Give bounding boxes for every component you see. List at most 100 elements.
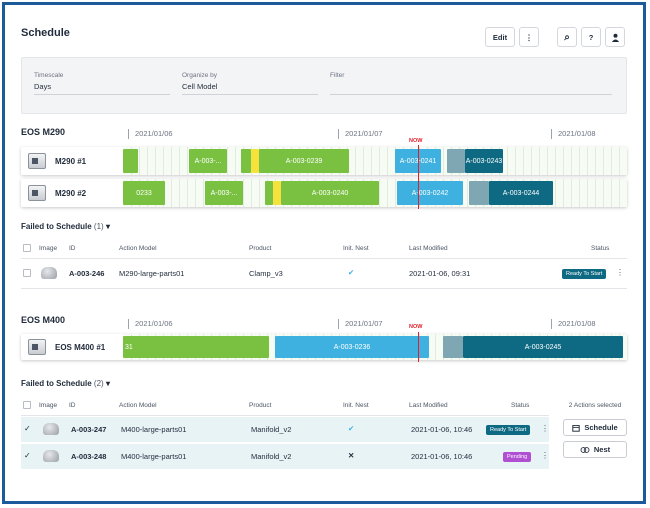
machine-row-m290-1[interactable]: M290 #1 A-003-... A-003-0239 A-003-0241 … xyxy=(21,147,627,175)
nest-button-label: Nest xyxy=(593,445,611,454)
job-bar[interactable] xyxy=(443,336,463,358)
timeline-slot xyxy=(251,179,252,207)
timeline-slot xyxy=(387,179,388,207)
section-title-m290: EOS M290 xyxy=(21,127,66,137)
timeline-slot xyxy=(435,334,436,360)
job-bar[interactable]: A-003-0240 xyxy=(281,181,379,205)
date-label: 2021/01/06 xyxy=(135,319,173,328)
timeline-slot xyxy=(611,147,612,175)
timeline-slot xyxy=(531,147,532,175)
row-id: A-003-248 xyxy=(71,452,107,461)
more-options-icon[interactable]: ⋮ xyxy=(519,27,539,47)
col-header-action-model: Action Model xyxy=(119,402,157,409)
nest-button[interactable]: Nest xyxy=(563,441,627,458)
select-all-checkbox[interactable] xyxy=(23,244,31,252)
job-bar[interactable]: A-003-0245 xyxy=(463,336,623,358)
now-line xyxy=(418,332,419,362)
machine-name: M290 #1 xyxy=(55,157,87,166)
page-title: Schedule xyxy=(21,27,70,39)
row-more-icon[interactable]: ⋮ xyxy=(616,268,624,277)
filter-input[interactable] xyxy=(330,82,612,92)
failed-title[interactable]: Failed to Schedule (2) ▾ xyxy=(21,379,110,388)
row-checkbox-checked[interactable]: ✓ xyxy=(24,451,31,460)
job-bar[interactable]: A-003-0244 xyxy=(489,181,553,205)
user-icon[interactable] xyxy=(605,27,625,47)
table-row[interactable]: A-003-246 M290-large-parts01 Clamp_v3 ✔ … xyxy=(21,259,627,287)
edit-button[interactable]: Edit xyxy=(485,27,515,47)
select-all-checkbox[interactable] xyxy=(23,401,31,409)
timeline-slot xyxy=(147,147,148,175)
row-more-icon[interactable]: ⋮ xyxy=(541,451,549,460)
timeline-slot xyxy=(179,179,180,207)
col-header-status: Status xyxy=(591,245,610,252)
job-bar[interactable]: 31 xyxy=(123,336,269,358)
row-product: Manifold_v2 xyxy=(251,425,292,434)
timeline-slot xyxy=(619,179,620,207)
timeline-track: 0233 A-003-... A-003-0240 A-003-0242 A-0… xyxy=(123,179,627,207)
row-id: A-003-246 xyxy=(69,269,105,278)
search-icon[interactable]: ⌕ xyxy=(557,27,577,47)
job-bar[interactable]: A-003-0242 xyxy=(397,181,463,205)
job-bar[interactable] xyxy=(265,181,273,205)
schedule-button[interactable]: Schedule xyxy=(563,419,627,436)
machine-name: EOS M400 #1 xyxy=(55,343,106,352)
table-divider xyxy=(21,288,627,289)
timeline-slot xyxy=(555,179,556,207)
col-header-product: Product xyxy=(249,402,272,409)
timeline-slot xyxy=(259,179,260,207)
help-icon[interactable]: ? xyxy=(581,27,601,47)
actions-selected-label: 2 Actions selected xyxy=(568,402,622,409)
timeline-slot xyxy=(187,147,188,175)
timeline-slot xyxy=(571,179,572,207)
machine-icon xyxy=(28,153,46,169)
machine-icon xyxy=(28,339,46,355)
calendar-icon xyxy=(572,424,581,432)
job-bar[interactable]: A-003-0239 xyxy=(259,149,349,173)
part-image xyxy=(43,450,59,462)
date-tick xyxy=(338,319,339,329)
cross-icon: ✕ xyxy=(348,451,355,460)
timeline-slot xyxy=(371,147,372,175)
organize-select[interactable]: Cell Model xyxy=(182,82,218,91)
now-label: NOW xyxy=(409,138,423,144)
timescale-select[interactable]: Days xyxy=(34,82,52,91)
failed-title[interactable]: Failed to Schedule (1) ▾ xyxy=(21,222,110,231)
job-bar[interactable] xyxy=(273,181,281,205)
job-bar[interactable] xyxy=(469,181,489,205)
job-bar[interactable] xyxy=(447,149,465,173)
timeline-slot xyxy=(547,147,548,175)
machine-row-m400-1[interactable]: EOS M400 #1 31 A-003-0236 A-003-0245 xyxy=(21,334,627,360)
timeline-slot xyxy=(395,179,396,207)
row-checkbox[interactable] xyxy=(23,269,31,277)
row-checkbox-checked[interactable]: ✓ xyxy=(24,424,31,433)
job-bar[interactable] xyxy=(251,149,259,173)
row-last-modified: 2021-01-06, 10:46 xyxy=(411,425,473,434)
col-header-id: ID xyxy=(69,402,76,409)
row-more-icon[interactable]: ⋮ xyxy=(541,424,549,433)
table-row-selected[interactable]: ✓ A-003-248 M400-large-parts01 Manifold_… xyxy=(21,444,549,469)
timeline-track: 31 A-003-0236 A-003-0245 xyxy=(123,334,627,360)
timeline-slot xyxy=(387,147,388,175)
machine-row-m290-2[interactable]: M290 #2 0233 A-003-... A-003-0240 A-003-… xyxy=(21,179,627,207)
job-bar[interactable] xyxy=(241,149,251,173)
now-line xyxy=(418,145,419,209)
job-bar[interactable]: A-003-... xyxy=(189,149,227,173)
timeline-slot xyxy=(571,147,572,175)
date-tick xyxy=(551,319,552,329)
row-action-model: M290-large-parts01 xyxy=(119,269,185,278)
timeline-slot xyxy=(539,147,540,175)
timeline-slot xyxy=(163,147,164,175)
job-bar[interactable]: 0233 xyxy=(123,181,165,205)
job-bar[interactable]: A-003-0243 xyxy=(465,149,503,173)
table-row-selected[interactable]: ✓ A-003-247 M400-large-parts01 Manifold_… xyxy=(21,417,549,442)
timeline-slot xyxy=(171,179,172,207)
failed-title-text: Failed to Schedule xyxy=(21,222,92,231)
job-bar[interactable] xyxy=(123,149,138,173)
job-bar[interactable]: A-003-0236 xyxy=(275,336,429,358)
col-header-status: Status xyxy=(511,402,530,409)
date-tick xyxy=(128,319,129,329)
user-glyph xyxy=(611,33,619,42)
job-bar[interactable]: A-003-... xyxy=(205,181,243,205)
part-image xyxy=(41,267,57,279)
date-label: 2021/01/07 xyxy=(345,319,383,328)
